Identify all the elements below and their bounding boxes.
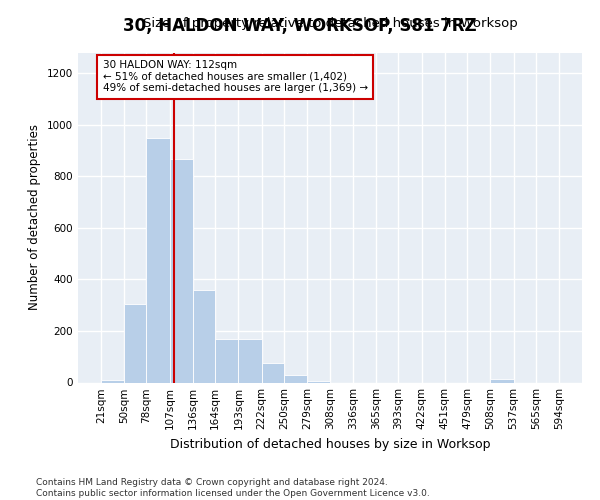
Bar [307, 381, 331, 382]
X-axis label: Distribution of detached houses by size in Worksop: Distribution of detached houses by size … [170, 438, 490, 451]
Bar [170, 160, 193, 382]
Y-axis label: Number of detached properties: Number of detached properties [28, 124, 41, 310]
Bar [215, 338, 238, 382]
Bar [146, 138, 170, 382]
Bar [124, 304, 146, 382]
Bar [193, 290, 215, 382]
Text: Contains HM Land Registry data © Crown copyright and database right 2024.
Contai: Contains HM Land Registry data © Crown c… [36, 478, 430, 498]
Bar [490, 380, 514, 382]
Bar [101, 380, 124, 382]
Bar [238, 338, 262, 382]
Text: 30, HALDON WAY, WORKSOP, S81 7RZ: 30, HALDON WAY, WORKSOP, S81 7RZ [123, 18, 477, 36]
Bar [284, 376, 307, 382]
Text: 30 HALDON WAY: 112sqm
← 51% of detached houses are smaller (1,402)
49% of semi-d: 30 HALDON WAY: 112sqm ← 51% of detached … [103, 60, 368, 94]
Title: Size of property relative to detached houses in Worksop: Size of property relative to detached ho… [143, 18, 517, 30]
Bar [262, 363, 284, 382]
